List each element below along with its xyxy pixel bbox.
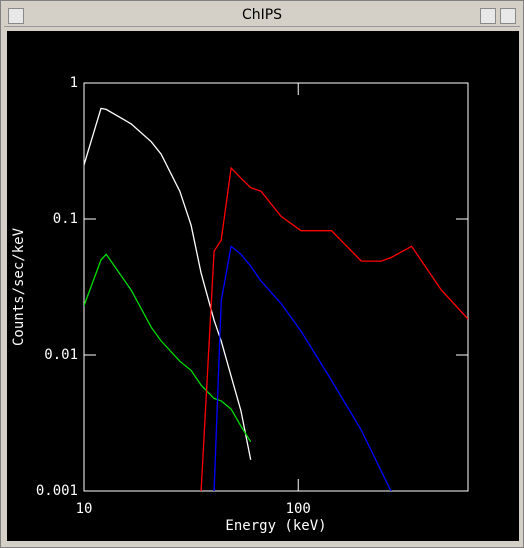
maximize-button[interactable] [500,8,516,24]
data-line [84,253,252,443]
x-tick-label: 100 [286,501,311,517]
y-axis-label: Counts/sec/keV [11,227,27,346]
minimize-button[interactable] [480,8,496,24]
window-title: ChIPS [241,7,283,23]
y-tick-label: 0.01 [44,347,78,363]
y-tick-label: 1 [70,75,78,91]
data-line [84,107,252,460]
y-tick-label: 0.1 [53,211,78,227]
x-tick-label: 10 [76,501,93,517]
plot-frame [83,82,469,492]
plot-area [84,107,468,491]
x-axis-label: Energy (keV) [225,518,326,534]
title-bar: ChIPS [4,4,520,27]
menu-button[interactable] [8,8,24,24]
data-line [213,245,392,491]
background [7,31,519,541]
y-tick-label: 0.001 [36,483,78,499]
data-line [200,166,468,491]
chart: Energy (keV) Counts/sec/keV 10 100 0.001 0.… [7,31,519,541]
